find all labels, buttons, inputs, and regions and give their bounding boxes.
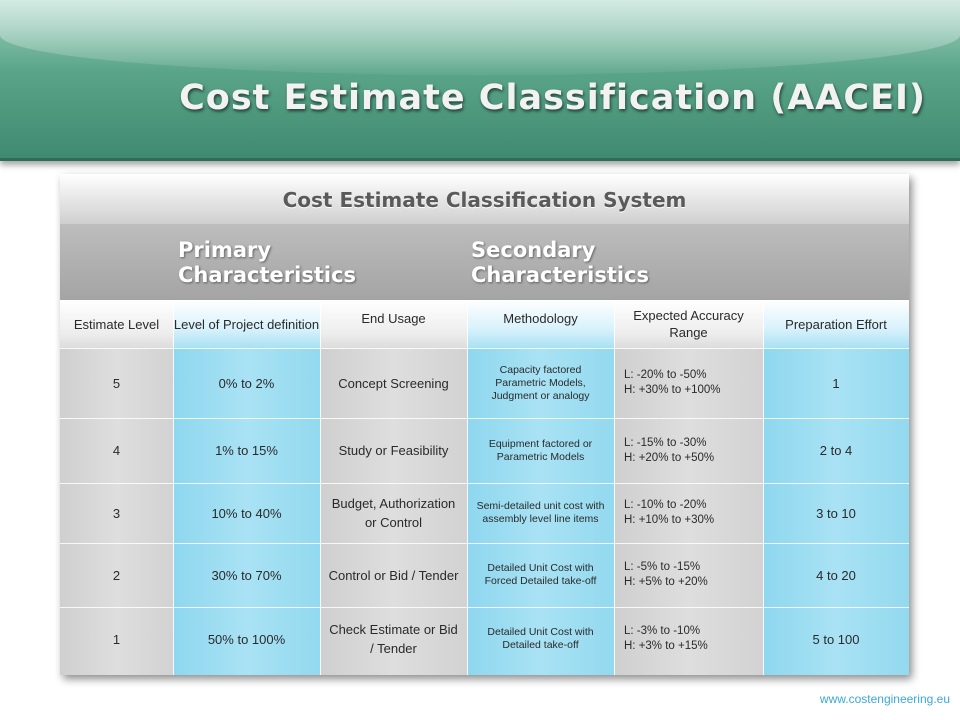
cell-definition: 0% to 2% [218,375,275,391]
cell-methodology: Equipment factored or Parametric Models [488,437,593,463]
cell-definition: 1% to 15% [215,443,278,458]
title-banner: Cost Estimate Classification (AACEI) [0,0,960,161]
header-end-usage: End Usage [320,300,467,348]
cell-accuracy: L: -10% to -20% H: +10% to +30% [614,483,763,543]
cell-accuracy: L: -20% to -50% H: +30% to +100% [614,348,763,418]
cell-level: 3 [112,505,121,521]
cell-usage: Budget, Authorization or Control [331,496,456,530]
accuracy-low: L: -20% to -50% [624,369,707,381]
header-project-definition: Level of Project definition [173,300,320,348]
header-accuracy-range: Expected Accuracy Range [614,300,763,348]
cell-accuracy: L: -15% to -30% H: +20% to +50% [614,418,763,483]
cell-effort: 3 to 10 [816,505,856,521]
cell-level: 4 [112,443,121,458]
primary-characteristics-label: Primary Characteristics [178,238,357,287]
row-divider [60,483,909,484]
row-divider [60,543,909,544]
header-preparation-effort: Preparation Effort [763,300,909,348]
cell-usage: Check Estimate or Bid / Tender [329,622,458,656]
column-estimate-level: Estimate Level 5 4 3 2 1 [60,300,173,675]
column-divider [614,300,615,675]
header-estimate-level: Estimate Level [60,300,173,348]
cell-definition: 30% to 70% [211,567,282,583]
page-title: Cost Estimate Classification (AACEI) [179,78,926,118]
table-title: Cost Estimate Classification System [60,174,909,224]
column-divider [320,300,321,675]
cell-accuracy: L: -5% to -15% H: +5% to +20% [614,543,763,607]
accuracy-high: H: +5% to +20% [624,576,708,588]
column-end-usage: End Usage Concept Screening Study or Fea… [320,300,467,675]
row-divider [60,607,909,608]
row-divider [60,418,909,419]
cell-accuracy: L: -3% to -10% H: +3% to +15% [614,607,763,671]
accuracy-low: L: -10% to -20% [624,499,707,511]
accuracy-high: H: +30% to +100% [624,384,721,396]
cell-usage: Study or Feasibility [338,443,449,458]
accuracy-high: H: +3% to +15% [624,640,708,652]
header-methodology: Methodology [467,300,614,348]
cell-methodology: Detailed Unit Cost with Forced Detailed … [484,562,597,587]
cell-methodology: Detailed Unit Cost with Detailed take-of… [487,626,594,651]
cell-level: 5 [112,375,121,391]
column-divider [173,300,174,675]
row-divider [60,348,909,349]
characteristics-band: Primary Characteristics Secondary Charac… [60,224,909,300]
cell-effort: 4 to 20 [816,567,856,583]
secondary-characteristics-label: Secondary Characteristics [471,238,650,287]
accuracy-low: L: -3% to -10% [624,625,701,637]
cell-definition: 50% to 100% [207,631,286,647]
accuracy-high: H: +10% to +30% [624,514,715,526]
cell-level: 1 [112,631,121,647]
column-divider [467,300,468,675]
table-title-text: Cost Estimate Classification System [282,188,687,212]
cell-methodology: Semi-detailed unit cost with assembly le… [476,500,605,525]
cell-effort: 5 to 100 [812,631,860,647]
column-methodology: Methodology Capacity factored Parametric… [467,300,614,675]
cell-level: 2 [112,567,121,583]
accuracy-high: H: +20% to +50% [624,451,715,464]
cell-methodology: Capacity factored Parametric Models, Jud… [491,363,590,402]
classification-table: Cost Estimate Classification System Prim… [60,174,909,675]
cell-effort: 2 to 4 [819,443,853,458]
cell-definition: 10% to 40% [211,505,282,521]
column-divider [763,300,764,675]
cell-usage: Concept Screening [338,375,449,391]
banner-shine [0,0,960,75]
accuracy-low: L: -15% to -30% [624,436,707,449]
column-accuracy-range: Expected Accuracy Range L: -20% to -50% H… [614,300,763,675]
accuracy-low: L: -5% to -15% [624,561,701,573]
cell-usage: Control or Bid / Tender [328,567,459,583]
cell-effort: 1 [832,375,840,391]
column-project-definition: Level of Project definition 0% to 2% 1% … [173,300,320,675]
footer-url: www.costengineering.eu [819,692,950,706]
column-preparation-effort: Preparation Effort 1 2 to 4 3 to 10 4 to… [763,300,909,675]
